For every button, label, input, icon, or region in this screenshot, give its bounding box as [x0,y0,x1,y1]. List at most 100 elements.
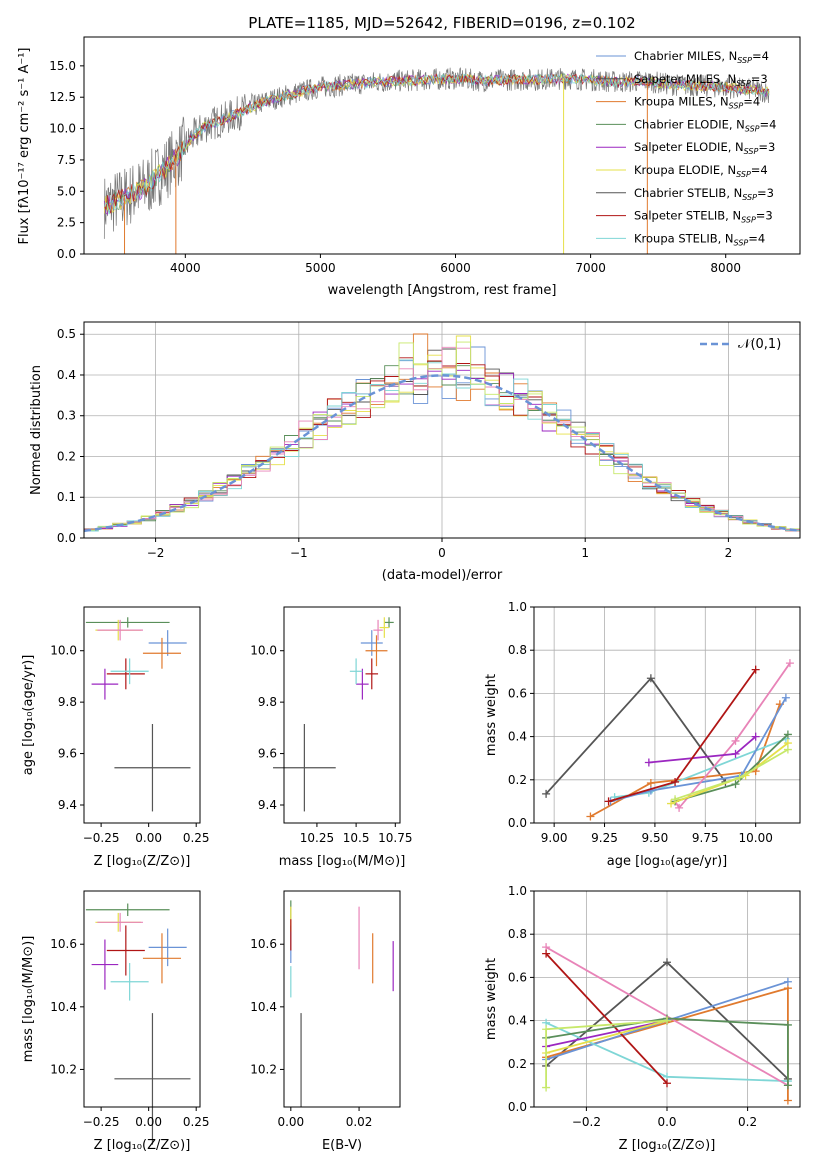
ytick-label: 9.4 [58,798,77,812]
mass-weight-marker [731,780,740,789]
mass-weight-marker [751,732,760,741]
xtick-label: 10.5 [343,831,370,845]
panel-xlabel: E(B-V) [322,1138,362,1153]
panel-ylabel: mass weight [484,958,499,1040]
panel-frame [533,606,801,824]
mass-vs-ebv-panel: 0.00 0.02 10.2 10.4 10.6 E(B-V) [250,890,401,1153]
histogram-ytick-label: 0.2 [57,449,76,463]
mass-weight-marker [783,1020,792,1029]
legend-label: Kroupa ELODIE, NSSP=4 [634,163,768,179]
spectrum-ytick-label: 5.0 [57,184,76,198]
massweight-vs-metallicity-panel: −0.2 0.0 0.2 0.0 0.2 0.4 0.6 0.8 1.0 Z [log₁₀(Z/Z… [484,884,801,1153]
panel-frame [283,606,401,824]
ytick-label: 0.0 [508,816,527,830]
mass-weight-marker [667,799,676,808]
ytick-label: 10.6 [50,937,77,951]
spectrum-frame [83,36,801,255]
histogram-xtick-label: 2 [725,546,733,560]
spectrum-title: PLATE=1185, MJD=52642, FIBERID=0196, z=0… [248,14,635,32]
spectrum-ytick-label: 12.5 [49,90,76,104]
mass-weight-line [608,669,757,803]
spectrum-ytick-label: 0.0 [57,247,76,261]
histogram-xtick-label: −1 [290,546,308,560]
mass-weight-marker [783,730,792,739]
xtick-label: 0.25 [183,1115,210,1129]
mass-weight-line [545,1017,789,1086]
ytick-label: 9.8 [258,695,277,709]
mass-weight-marker [751,665,760,674]
mass-weight-line [589,703,781,818]
mass-weight-marker [646,779,655,788]
panel-ylabel: mass weight [484,674,499,756]
mass-weight-line [545,1019,668,1048]
panel-ylabel: mass [log₁₀(M/M⊙)] [21,936,36,1063]
panel-xlabel: mass [log₁₀(M/M⊙)] [279,854,406,869]
mass-weight-marker [604,797,613,806]
ytick-label: 0.8 [508,927,527,941]
spectrum-ytick-label: 10.0 [49,122,76,136]
mass-weight-marker [671,777,680,786]
ytick-label: 10.0 [250,644,277,658]
xtick-label: −0.2 [572,1115,601,1129]
mass-weight-line [545,1019,668,1054]
xtick-label: 10.75 [378,831,412,845]
spectrum-xtick-label: 6000 [440,261,471,275]
mass-weight-marker [644,758,653,767]
xtick-label: −0.25 [83,831,120,845]
xtick-label: 0.00 [135,1115,162,1129]
ytick-label: 1.0 [508,884,527,898]
ytick-label: 0.6 [508,686,527,700]
ytick-label: 0.2 [508,1057,527,1071]
ytick-label: 10.6 [250,937,277,951]
xtick-label: 10.25 [300,831,334,845]
ytick-label: 10.2 [50,1062,77,1076]
mass-weight-marker [783,977,792,986]
panel-xlabel: Z [log₁₀(Z/Z⊙)] [619,1138,716,1153]
ytick-label: 9.4 [258,798,277,812]
xtick-label: 0.2 [738,1115,757,1129]
panel-xlabel: age [log₁₀(age/yr)] [607,854,728,869]
xtick-label: 0.0 [657,1115,676,1129]
mass-weight-marker [663,958,671,967]
model-spectrum-line [103,73,770,215]
histogram-xtick-label: −2 [147,546,165,560]
mass-weight-marker [781,693,790,702]
ytick-label: 1.0 [508,600,527,614]
age-vs-metallicity-panel: −0.25 0.00 0.25 9.4 9.6 9.8 10.0 Z [log₁₀(Z/Z⊙)… [21,606,210,869]
legend-label: Chabrier STELIB, NSSP=3 [634,186,774,202]
xtick-label: 0.25 [183,831,210,845]
legend-label: Salpeter STELIB, NSSP=3 [634,209,773,225]
mass-weight-marker [783,1096,792,1105]
ytick-label: 10.4 [50,1000,77,1014]
mass-weight-marker [542,789,551,798]
ytick-label: 9.6 [58,747,77,761]
spectrum-ytick-label: 15.0 [49,59,76,73]
mass-weight-marker [671,795,680,804]
mass-weight-line [610,697,787,803]
histogram-ytick-label: 0.4 [57,368,76,382]
panel-xlabel: Z [log₁₀(Z/Z⊙)] [94,1138,191,1153]
mass-weight-marker [731,749,740,758]
ytick-label: 9.8 [58,695,77,709]
normal-legend-label: 𝒩(0,1) [738,337,781,352]
mass-weight-marker [785,659,794,668]
histogram-ytick-label: 0.3 [57,409,76,423]
panel-xlabel: Z [log₁₀(Z/Z⊙)] [94,854,191,869]
mass-weight-marker [663,1079,671,1088]
ytick-label: 0.4 [508,730,527,744]
histogram-xlabel: (data-model)/error [382,568,503,583]
histogram-ytick-label: 0.5 [57,327,76,341]
xtick-label: 9.75 [692,831,719,845]
histogram-ytick-label: 0.0 [57,531,76,545]
mass-weight-marker [542,1083,551,1092]
spectrum-xlabel: wavelength [Angstrom, rest frame] [328,283,557,298]
ytick-label: 10.0 [50,644,77,658]
spectrum-ylabel: Flux [fλ10⁻¹⁷ erg cm⁻² s⁻¹ A⁻¹] [17,48,32,245]
massweight-vs-age-panel: 9.00 9.25 9.50 9.75 10.00 0.0 0.2 0.4 0.6 0.8 1.0 a… [484,600,801,869]
mass-weight-marker [783,745,792,754]
legend-label: Salpeter ELODIE, NSSP=3 [634,140,775,156]
histogram-legend: 𝒩(0,1) [700,337,781,352]
ytick-label: 0.8 [508,643,527,657]
ytick-label: 0.0 [508,1100,527,1114]
